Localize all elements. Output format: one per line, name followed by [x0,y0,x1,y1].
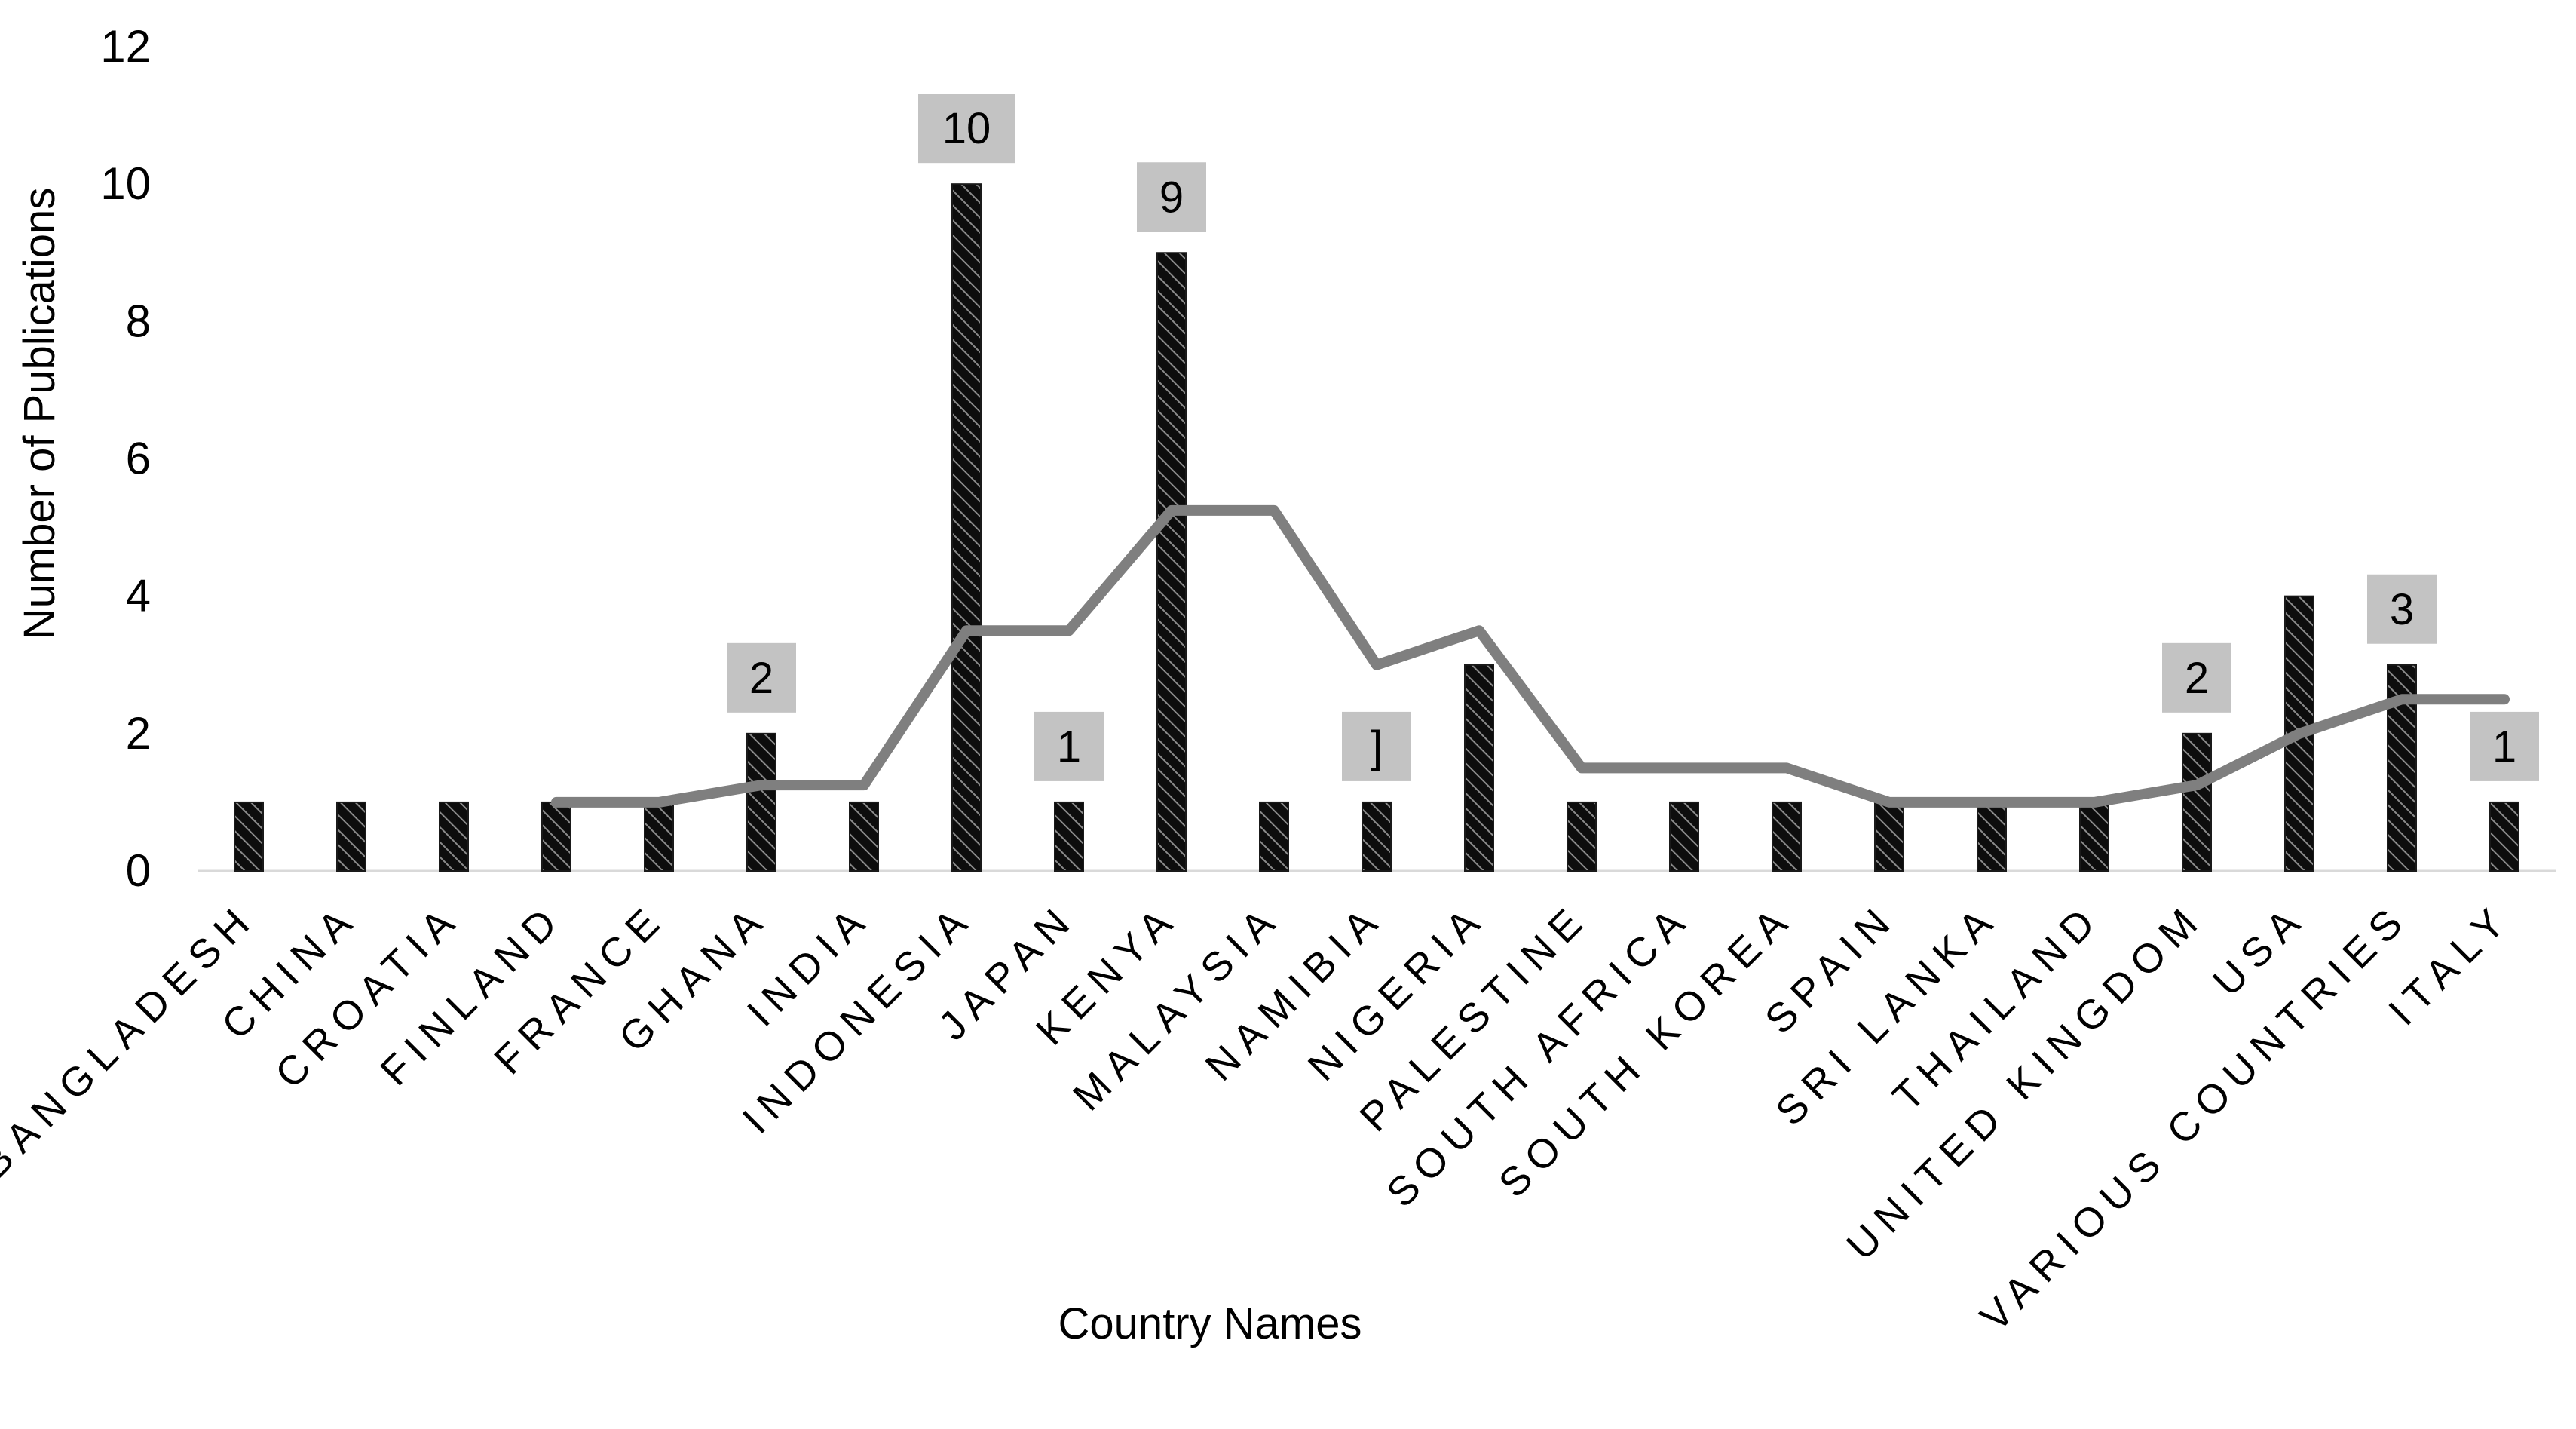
data-label-box [1034,711,1104,781]
bar-palestine [1567,801,1597,872]
x-tick-label: NAMIBIA [1197,894,1392,1090]
x-tick-label: BANGLADESH [0,894,264,1187]
bars [234,183,2519,872]
data-label: 9 [1137,162,1206,232]
bar-france [644,801,674,872]
data-label-text: ] [1371,722,1383,771]
data-label-text: 9 [1159,173,1184,222]
data-label: ] [1342,711,1411,781]
data-label-text: 10 [942,104,991,153]
bar-sri-lanka [1977,801,2007,872]
data-label-text: 1 [1057,722,1081,771]
bar-thailand [2079,801,2109,872]
bar-bangladesh [234,801,264,872]
bar-south-korea [1772,801,1802,872]
y-axis-ticks: 0 2 4 6 8 10 12 [100,21,151,896]
data-label: 1 [1034,711,1104,781]
data-label-text: 2 [2185,654,2209,703]
bar-china [336,801,366,872]
bar-spain [1874,801,1904,872]
bar-nigeria [1464,664,1494,872]
data-label: 2 [727,642,796,713]
trend-line [551,504,2510,808]
bar-india [849,801,879,872]
y-tick-label: 6 [126,434,151,484]
bar-namibia [1362,801,1392,872]
bar-japan [1054,801,1084,872]
data-label-box [2162,642,2231,713]
y-tick-label: 8 [126,296,151,346]
data-label-box [1342,711,1411,781]
y-tick-label: 12 [100,21,151,72]
y-tick-label: 10 [100,158,151,209]
bar-italy [2489,801,2519,872]
data-label: 1 [2470,711,2539,781]
data-labels: 2 10 1 9] 2 3 1 [727,94,2539,781]
y-axis-title: Number of Publications [15,188,64,640]
data-label: 3 [2367,574,2437,644]
data-label-box [2470,711,2539,781]
x-tick-label: NIGERIA [1300,894,1495,1090]
data-label: 10 [918,94,1015,164]
y-tick-label: 2 [126,708,151,759]
bar-kenya [1156,252,1187,872]
bar-croatia [439,801,469,872]
data-label-box [727,642,796,713]
bar-united-kingdom [2182,732,2212,872]
x-axis-title: Country Names [1058,1299,1362,1348]
bar-indonesia [951,183,982,872]
data-label-box [1137,162,1206,232]
data-label-box [918,94,1015,164]
x-axis-ticks: BANGLADESHCHINACROATIAFINLANDFRANCEGHANA… [0,894,2519,1340]
data-label-box [2367,574,2437,644]
bar-finland [541,801,571,872]
data-label-text: 2 [749,654,773,703]
bar-ghana [746,732,776,872]
y-tick-label: 0 [126,845,151,896]
bar-south-africa [1669,801,1699,872]
data-label: 2 [2162,642,2231,713]
data-label-text: 1 [2492,722,2516,771]
data-label-text: 3 [2390,585,2414,634]
y-tick-label: 4 [126,571,151,621]
bar-malaysia [1259,801,1289,872]
